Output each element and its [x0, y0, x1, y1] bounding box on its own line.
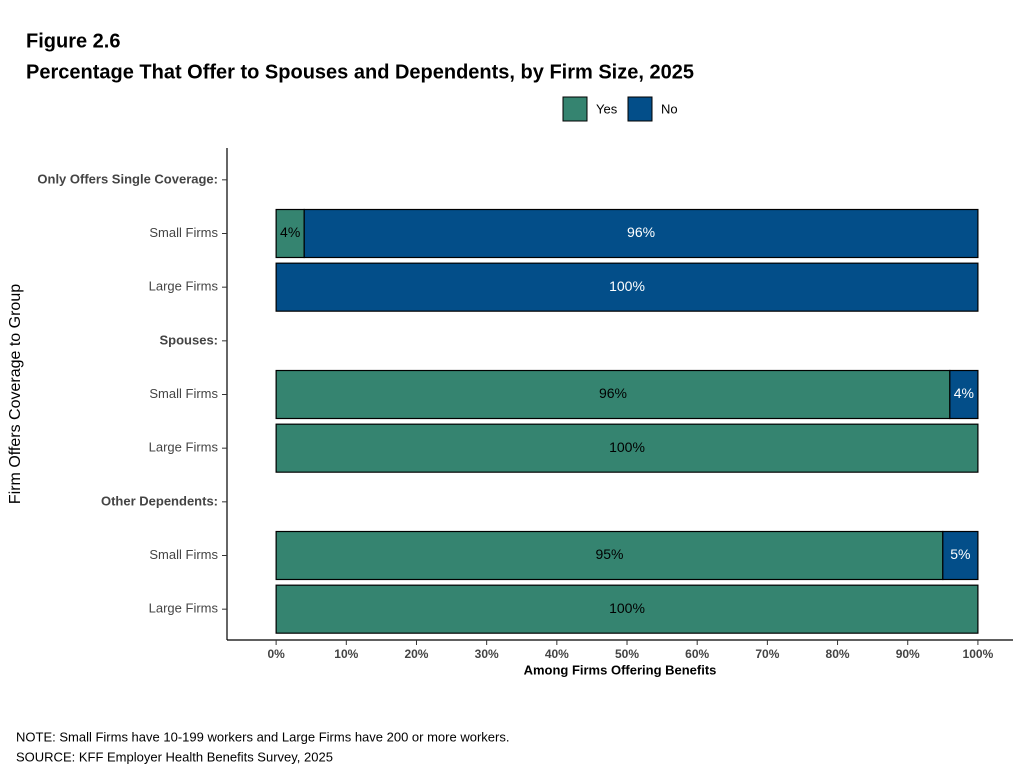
data-label: 5% [950, 546, 970, 562]
y-tick-label: Spouses: [159, 332, 218, 347]
legend-swatch [627, 96, 653, 122]
data-label: 100% [609, 278, 645, 294]
y-tick-label: Small Firms [149, 386, 218, 401]
y-tick-label: Only Offers Single Coverage: [37, 171, 218, 186]
bar-segment [275, 423, 979, 473]
bar-segment [275, 262, 979, 312]
figure-label: Figure 2.6 [26, 30, 120, 52]
bar-segment [949, 369, 979, 420]
bar-segment [275, 208, 305, 259]
x-tick-label: 20% [404, 647, 428, 661]
data-label: 100% [609, 439, 645, 455]
x-tick-label: 10% [334, 647, 358, 661]
data-label: 95% [595, 546, 623, 562]
y-tick-label: Small Firms [149, 547, 218, 562]
y-tick-label: Small Firms [149, 225, 218, 240]
data-label: 96% [599, 385, 627, 401]
bar-segment [275, 369, 951, 420]
y-tick-label: Large Firms [149, 440, 219, 455]
x-tick-label: 30% [475, 647, 499, 661]
note: NOTE: Small Firms have 10-199 workers an… [16, 729, 509, 744]
y-tick-label: Large Firms [149, 279, 219, 294]
x-tick-label: 60% [685, 647, 709, 661]
bar-segment [942, 530, 979, 581]
data-label: 4% [280, 224, 300, 240]
x-tick-label: 80% [826, 647, 850, 661]
x-tick-label: 50% [615, 647, 639, 661]
y-tick-label: Large Firms [149, 601, 219, 616]
x-tick-label: 90% [896, 647, 920, 661]
legend-label: No [661, 101, 678, 116]
chart-title: Percentage That Offer to Spouses and Dep… [26, 61, 694, 83]
x-tick-label: 100% [963, 647, 994, 661]
bar-segment [275, 584, 979, 634]
legend-label: Yes [596, 101, 618, 116]
legend-swatch [562, 96, 588, 122]
y-tick-label: Other Dependents: [101, 493, 218, 508]
x-axis-title: Among Firms Offering Benefits [524, 662, 717, 677]
x-tick-label: 40% [545, 647, 569, 661]
bar-segment [303, 208, 979, 259]
data-label: 4% [954, 385, 974, 401]
data-label: 100% [609, 600, 645, 616]
x-tick-label: 0% [267, 647, 285, 661]
data-label: 96% [627, 224, 655, 240]
source: SOURCE: KFF Employer Health Benefits Sur… [16, 749, 333, 764]
y-axis-title: Firm Offers Coverage to Group [7, 284, 24, 504]
x-tick-label: 70% [755, 647, 779, 661]
